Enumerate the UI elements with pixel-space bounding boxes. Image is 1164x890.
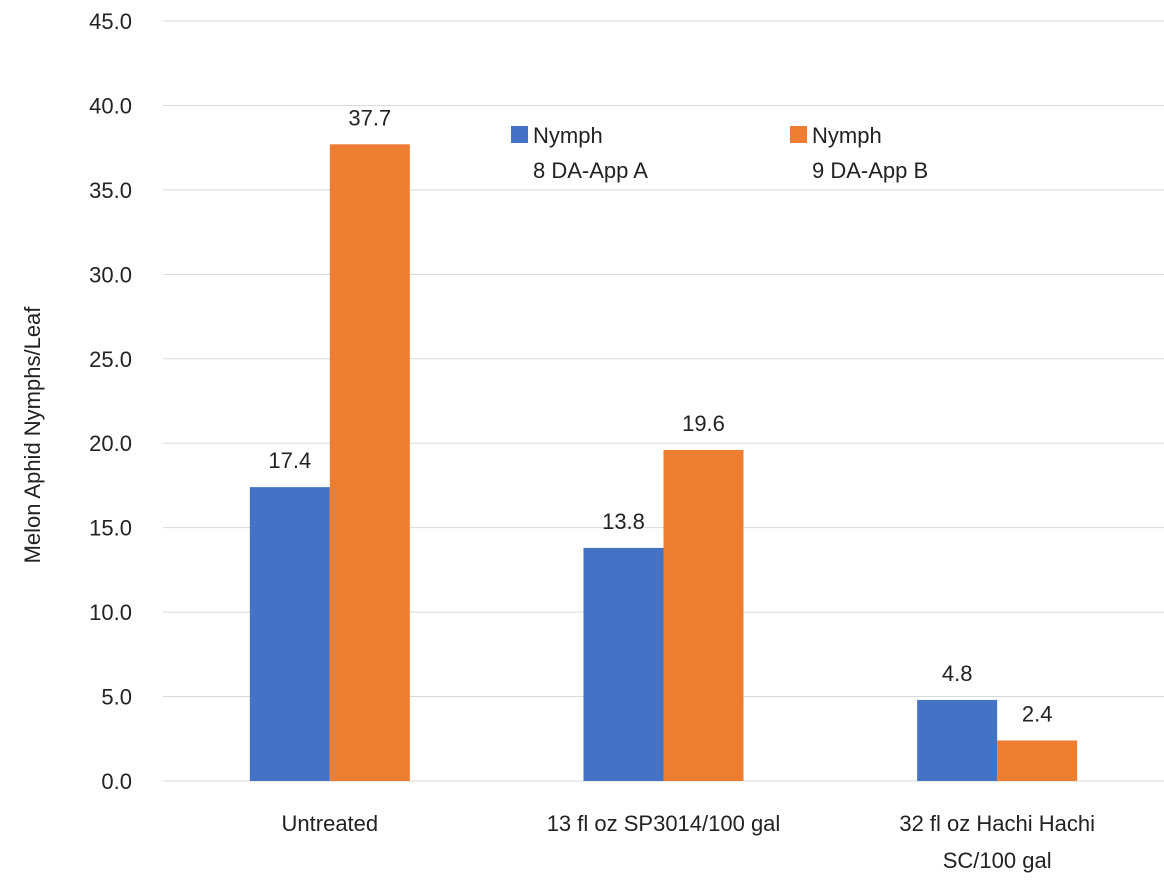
legend-entry-text: 9 DA-App B	[812, 158, 928, 183]
y-tick-label: 20.0	[89, 431, 132, 456]
legend-entry-text: Nymph	[533, 123, 603, 148]
bar	[583, 547, 664, 781]
data-label: 13.8	[602, 509, 645, 534]
y-axis-ticks: 0.0 5.0 10.0 15.0 20.0 25.0 30.0 35.0 40.0 45.0	[89, 9, 132, 794]
x-category-label: 13 fl oz SP3014/100 gal	[547, 811, 781, 836]
bar	[917, 699, 998, 781]
y-tick-label: 5.0	[101, 685, 132, 710]
bar	[249, 487, 330, 781]
legend-entry-text: Nymph	[812, 123, 882, 148]
y-tick-label: 25.0	[89, 347, 132, 372]
bars	[249, 144, 1078, 782]
data-labels: 17.4 13.8 4.8 37.7 19.6 2.4	[268, 105, 1052, 726]
y-tick-label: 0.0	[101, 769, 132, 794]
data-label: 2.4	[1022, 701, 1053, 726]
data-label: 19.6	[682, 411, 725, 436]
bar	[663, 449, 744, 781]
legend: Nymph 8 DA-App A Nymph 9 DA-App B	[511, 123, 928, 183]
bar	[997, 740, 1078, 781]
y-tick-label: 15.0	[89, 516, 132, 541]
data-label: 17.4	[268, 448, 311, 473]
x-category-label: 32 fl oz Hachi Hachi	[899, 811, 1095, 836]
x-axis-categories: Untreated 13 fl oz SP3014/100 gal 32 fl oz…	[282, 811, 1095, 873]
legend-swatch	[790, 126, 807, 143]
legend-swatch	[511, 126, 528, 143]
data-label: 37.7	[348, 105, 391, 130]
x-category-label: SC/100 gal	[943, 848, 1052, 873]
y-tick-label: 30.0	[89, 262, 132, 287]
legend-entry-text: 8 DA-App A	[533, 158, 648, 183]
y-axis-title: Melon Aphid Nymphs/Leaf	[20, 306, 45, 564]
data-label: 4.8	[942, 661, 973, 686]
y-tick-label: 40.0	[89, 93, 132, 118]
bar	[329, 144, 410, 782]
y-tick-label: 10.0	[89, 600, 132, 625]
x-category-label: Untreated	[282, 811, 379, 836]
y-tick-label: 45.0	[89, 9, 132, 34]
y-tick-label: 35.0	[89, 178, 132, 203]
